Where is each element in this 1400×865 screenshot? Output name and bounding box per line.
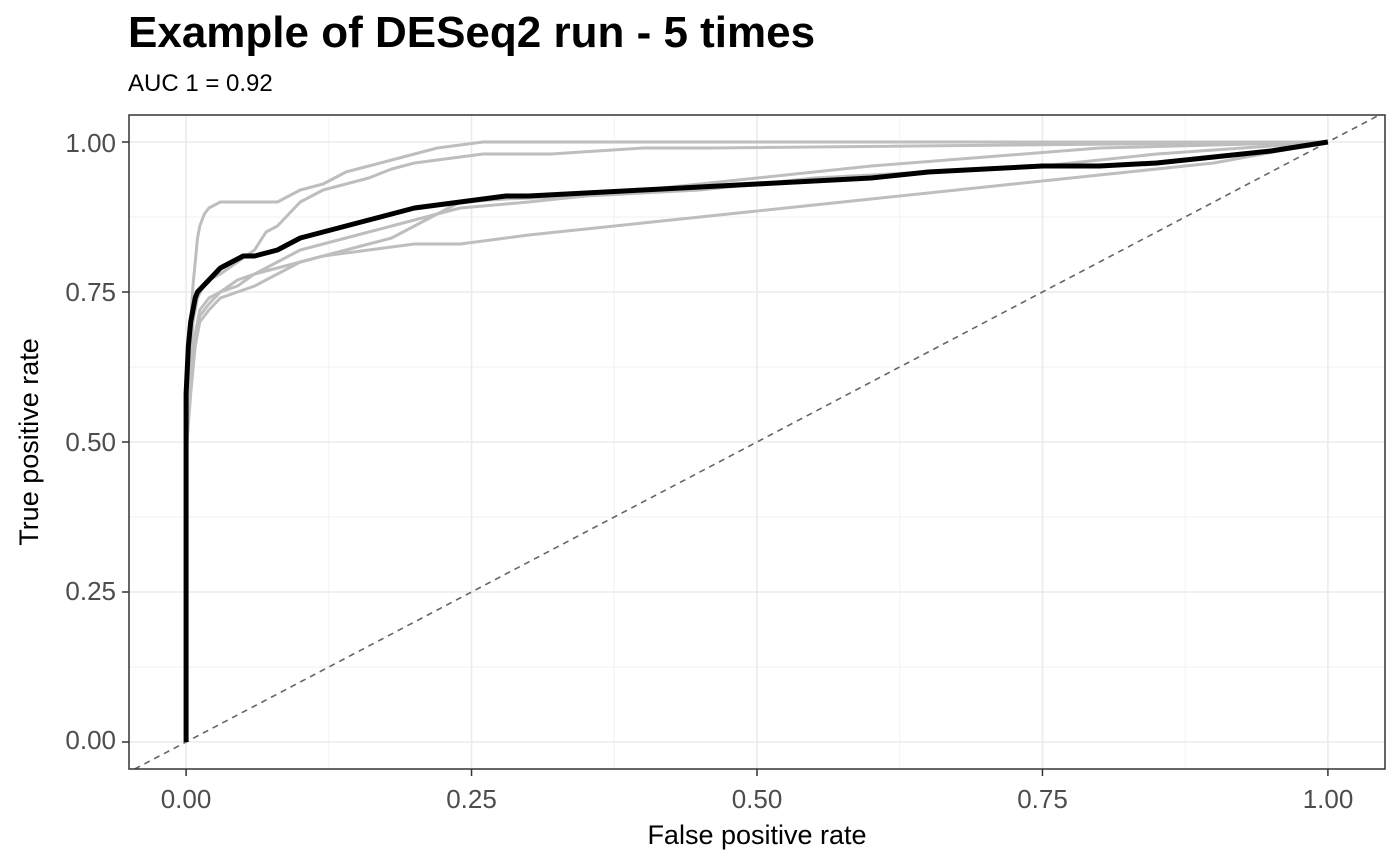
series-layer — [183, 139, 1329, 742]
y-tick-label: 0.00 — [65, 725, 116, 755]
x-tick-label: 0.50 — [732, 784, 783, 814]
y-tick-label: 0.50 — [65, 427, 116, 457]
roc-run-line — [184, 140, 1329, 742]
chart-subtitle: AUC 1 = 0.92 — [128, 70, 273, 97]
y-tick-label: 1.00 — [65, 128, 116, 158]
reference-line-layer — [134, 114, 1380, 770]
diagonal-reference-line — [134, 114, 1380, 770]
tick-layer — [122, 141, 1329, 776]
x-tick-label: 0.25 — [446, 784, 497, 814]
roc-run-line — [184, 140, 1328, 742]
y-axis-title: True positive rate — [14, 338, 44, 546]
x-tick-label: 0.00 — [161, 784, 212, 814]
x-tick-label: 1.00 — [1303, 784, 1354, 814]
x-tick-label: 0.75 — [1017, 784, 1068, 814]
x-axis-title: False positive rate — [647, 820, 866, 850]
y-tick-label: 0.75 — [65, 277, 116, 307]
y-tick-label: 0.25 — [65, 576, 116, 606]
chart-title: Example of DESeq2 run - 5 times — [128, 8, 816, 57]
roc-run-line — [184, 140, 1328, 742]
roc-highlight-line — [183, 139, 1329, 742]
